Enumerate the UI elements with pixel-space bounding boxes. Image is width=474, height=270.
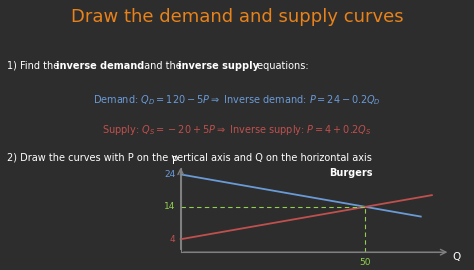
Text: P: P bbox=[172, 156, 178, 166]
Text: 2) Draw the curves with P on the vertical axis and Q on the horizontal axis: 2) Draw the curves with P on the vertica… bbox=[7, 153, 372, 163]
Text: Demand: $Q_D = 120 - 5P \Rightarrow$ Inverse demand: $P = 24 - 0.2Q_D$: Demand: $Q_D = 120 - 5P \Rightarrow$ Inv… bbox=[93, 93, 381, 107]
Text: inverse supply: inverse supply bbox=[178, 61, 259, 71]
Text: Q: Q bbox=[452, 252, 460, 262]
Text: and the: and the bbox=[141, 61, 185, 71]
Text: 4: 4 bbox=[170, 235, 175, 244]
Text: Burgers: Burgers bbox=[329, 168, 372, 178]
Text: Supply: $Q_S = -20 + 5P \Rightarrow$ Inverse supply: $P = 4 + 0.2Q_S$: Supply: $Q_S = -20 + 5P \Rightarrow$ Inv… bbox=[102, 123, 372, 137]
Text: 1) Find the: 1) Find the bbox=[7, 61, 63, 71]
Text: 14: 14 bbox=[164, 202, 175, 211]
Text: inverse demand: inverse demand bbox=[56, 61, 144, 71]
Text: equations:: equations: bbox=[254, 61, 308, 71]
Text: 24: 24 bbox=[164, 170, 175, 179]
Text: Draw the demand and supply curves: Draw the demand and supply curves bbox=[71, 8, 403, 26]
Text: 50: 50 bbox=[360, 258, 371, 267]
